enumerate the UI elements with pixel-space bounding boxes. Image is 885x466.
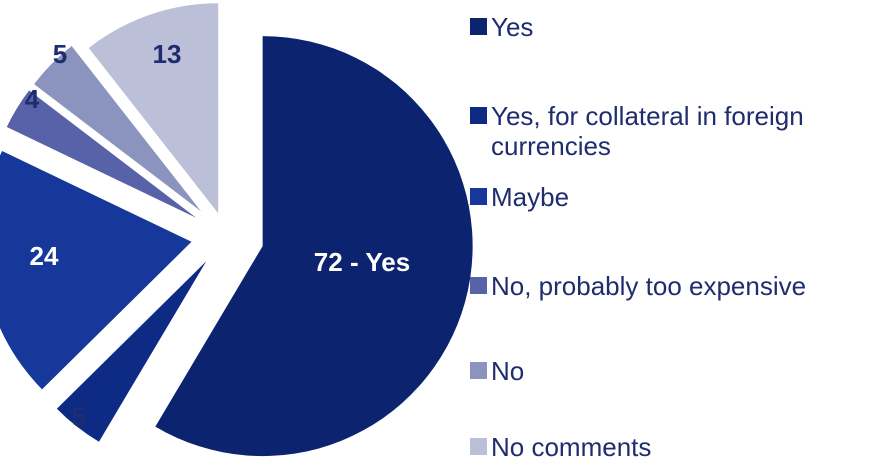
legend-swatch-2	[470, 107, 487, 124]
data-label-1: 72 - Yes	[314, 247, 410, 277]
legend-label-4: No, probably too expensive	[491, 271, 806, 301]
data-label-4: 4	[25, 84, 40, 114]
pie-slice-3	[0, 151, 192, 390]
legend-label-3: Maybe	[491, 182, 569, 212]
data-label-2: 5	[72, 402, 86, 432]
pie-slice-4	[6, 90, 197, 218]
pie-slice-2	[56, 261, 207, 442]
legend-label-5: No	[491, 356, 524, 386]
legend-swatch-6	[470, 438, 487, 455]
legend-swatch-1	[470, 18, 487, 35]
data-label-3: 24	[30, 241, 59, 271]
legend-swatch-5	[470, 362, 487, 379]
legend-label-2: Yes, for collateral in foreign currencies	[491, 101, 804, 161]
legend-label-1: Yes	[491, 12, 533, 42]
legend-swatch-3	[470, 188, 487, 205]
legend-swatch-4	[470, 277, 487, 294]
legend-label-6: No comments	[491, 432, 651, 462]
pie-slice-5	[34, 46, 202, 212]
data-label-5: 5	[53, 39, 67, 69]
pie-slice-1	[155, 36, 473, 457]
pie-slice-6	[88, 3, 219, 214]
data-label-6: 13	[153, 39, 182, 69]
